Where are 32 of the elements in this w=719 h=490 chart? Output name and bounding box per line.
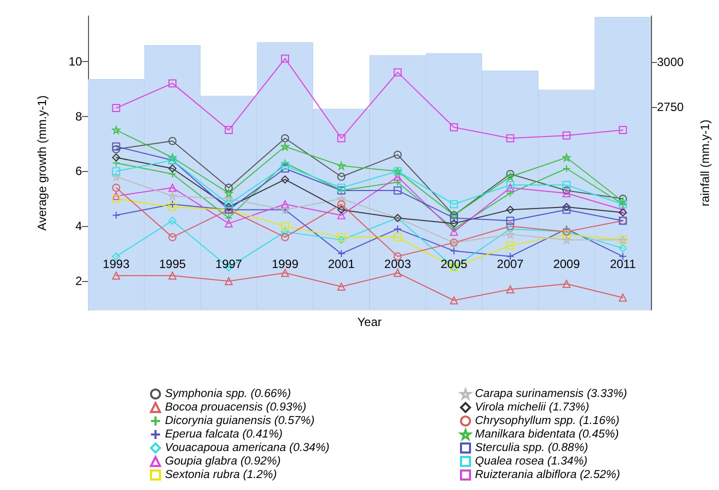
y-tick-label: 4 [75,219,82,234]
legend-label: Virola michelii (1.73%) [475,402,590,414]
legend-label: Dicorynia guianensis (0.57%) [165,415,315,427]
legend-label: Goupia glabra (0.92%) [165,456,281,468]
legend-label: Symphonia spp. (0.66%) [165,388,292,400]
x-tick-label: 1999 [272,257,299,271]
y-tick-label: 8 [75,109,82,124]
x-tick-label: 1995 [159,257,186,271]
legend-label: Carapa surinamensis (3.33%) [475,388,628,400]
x-tick-label: 2007 [496,257,524,271]
y-tick-label: 10 [68,54,82,68]
y-tick-label: 6 [75,164,82,178]
legend-label: Chrysophyllum spp. (1.16%) [475,415,620,427]
legend-label: Sextonia rubra (1.2%) [165,469,278,481]
y2-tick-label: 2750 [657,100,684,114]
x-axis-title: Year [357,314,382,329]
x-tick-label: 2009 [553,257,580,271]
legend-label: Vouacapoua americana (0.34%) [165,442,330,454]
x-tick-label: 2003 [384,257,412,271]
x-tick-label: 1993 [102,257,130,271]
y2-tick-label: 3000 [657,54,684,69]
legend-label: Qualea rosea (1.34%) [475,456,588,468]
legend-label: Sterculia spp. (0.88%) [475,442,588,454]
x-tick-label: 2001 [328,257,356,271]
y-axis-title: Average growth (mm.y-1) [35,95,49,231]
legend-label: Eperua falcata (0.41%) [165,428,283,440]
y-tick-label: 2 [75,274,82,288]
legend-label: Manilkara bidentata (0.45%) [475,428,619,440]
legend-label: Bocoa prouacensis (0.93%) [165,402,306,414]
y2-axis-title: rainfall (mm.y-1) [698,120,712,206]
legend-label: Ruizterania albiflora (2.52%) [475,469,620,481]
x-tick-label: 2011 [610,257,636,271]
